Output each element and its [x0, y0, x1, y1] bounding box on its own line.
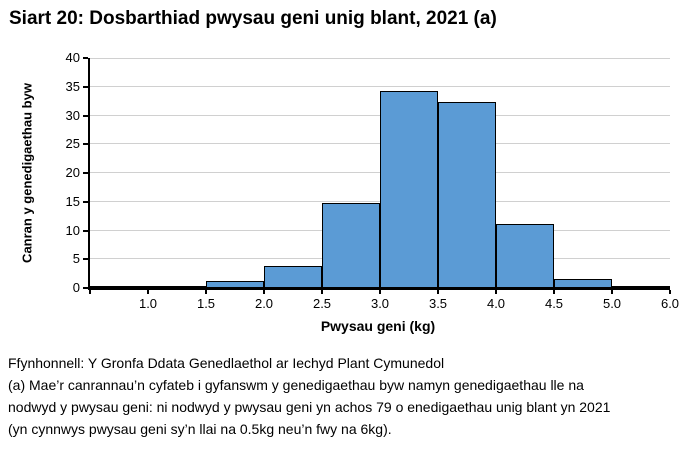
- x-tick-label-4.5: 4.5: [544, 296, 564, 311]
- y-tick-mark-15: [83, 200, 88, 203]
- x-tick-label-3.0: 3.0: [370, 296, 390, 311]
- source-line: Ffynhonnell: Y Gronfa Ddata Genedlaethol…: [8, 355, 445, 371]
- x-tick-mark-1.5: [205, 290, 207, 294]
- bar-2.0-2.5: [264, 266, 322, 288]
- bar-0.5-1.0: [90, 286, 148, 288]
- x-axis-title: Pwysau geni (kg): [320, 318, 436, 334]
- x-tick-mark-3: [379, 290, 381, 294]
- x-tick-label-2.0: 2.0: [254, 296, 274, 311]
- x-tick-label-1.0: 1.0: [138, 296, 158, 311]
- x-tick-label-6.0: 6.0: [660, 296, 680, 311]
- y-tick-mark-10: [83, 229, 88, 232]
- gridline-35: [90, 85, 670, 87]
- chart-title: Siart 20: Dosbarthiad pwysau geni unig b…: [9, 8, 497, 29]
- gridline-40: [90, 58, 670, 59]
- bar-2.5-3.0: [322, 203, 380, 288]
- x-tick-mark-2: [263, 290, 265, 294]
- y-tick-label-40: 40: [65, 50, 80, 65]
- y-tick-label-20: 20: [65, 165, 80, 180]
- bar-4.5-5.0: [554, 279, 612, 288]
- bar-1.5-2.0: [206, 281, 264, 288]
- x-tick-label-4.0: 4.0: [486, 296, 506, 311]
- plot-area: 0 5 10 15 20 25 30 35 40 1.0 1.5 2.0 2.5 3.0 3.5 4.0 4.5…: [66, 50, 680, 311]
- x-tick-label-2.5: 2.5: [312, 296, 332, 311]
- y-tick-mark-40: [83, 57, 88, 59]
- footnotes: Ffynhonnell: Y Gronfa Ddata Genedlaethol…: [8, 352, 696, 440]
- bar-3.0-3.5: [380, 91, 438, 288]
- y-tick-label-30: 30: [65, 107, 80, 123]
- footnote-a-line-2: nodwyd y pwysau geni: ni nodwyd y pwysau…: [8, 399, 611, 415]
- x-tick-label-3.5: 3.5: [428, 296, 448, 311]
- y-tick-label-25: 25: [65, 136, 80, 152]
- footnote-a-line-1: (a) Mae’r canrannau’n cyfateb i gyfanswm…: [8, 377, 584, 393]
- bar-1.0-1.5: [148, 286, 206, 288]
- x-tick-mark-6: [669, 290, 671, 294]
- x-tick-mark-3.5: [437, 290, 439, 294]
- y-tick-label-5: 5: [72, 251, 80, 267]
- bar-5.0-6.0: [612, 286, 670, 288]
- y-tick-label-15: 15: [65, 193, 80, 209]
- x-tick-mark-1: [147, 290, 149, 294]
- y-tick-mark-0: [83, 287, 88, 289]
- x-tick-mark-2.5: [321, 290, 323, 294]
- bar-4.0-4.5: [496, 224, 554, 288]
- bar-3.5-4.0: [438, 102, 496, 288]
- x-tick-mark-0.5: [89, 290, 91, 294]
- x-tick-mark-4: [495, 290, 497, 294]
- y-tick-mark-25: [83, 143, 88, 146]
- x-tick-mark-4.5: [553, 290, 555, 294]
- y-tick-mark-20: [83, 172, 88, 174]
- x-tick-mark-5: [611, 290, 613, 294]
- y-tick-label-0: 0: [72, 280, 80, 295]
- y-tick-mark-35: [83, 85, 88, 88]
- x-tick-label-1.5: 1.5: [196, 296, 216, 311]
- footnote-a-line-3: (yn cynnwys pwysau geni sy’n llai na 0.5…: [8, 421, 392, 437]
- y-tick-label-10: 10: [65, 222, 80, 238]
- x-tick-label-5.0: 5.0: [602, 296, 622, 311]
- y-axis-title: Canran y genedigaethau byw: [19, 83, 35, 263]
- y-tick-label-35: 35: [65, 78, 80, 94]
- y-tick-mark-30: [83, 114, 88, 117]
- y-tick-mark-5: [83, 258, 88, 261]
